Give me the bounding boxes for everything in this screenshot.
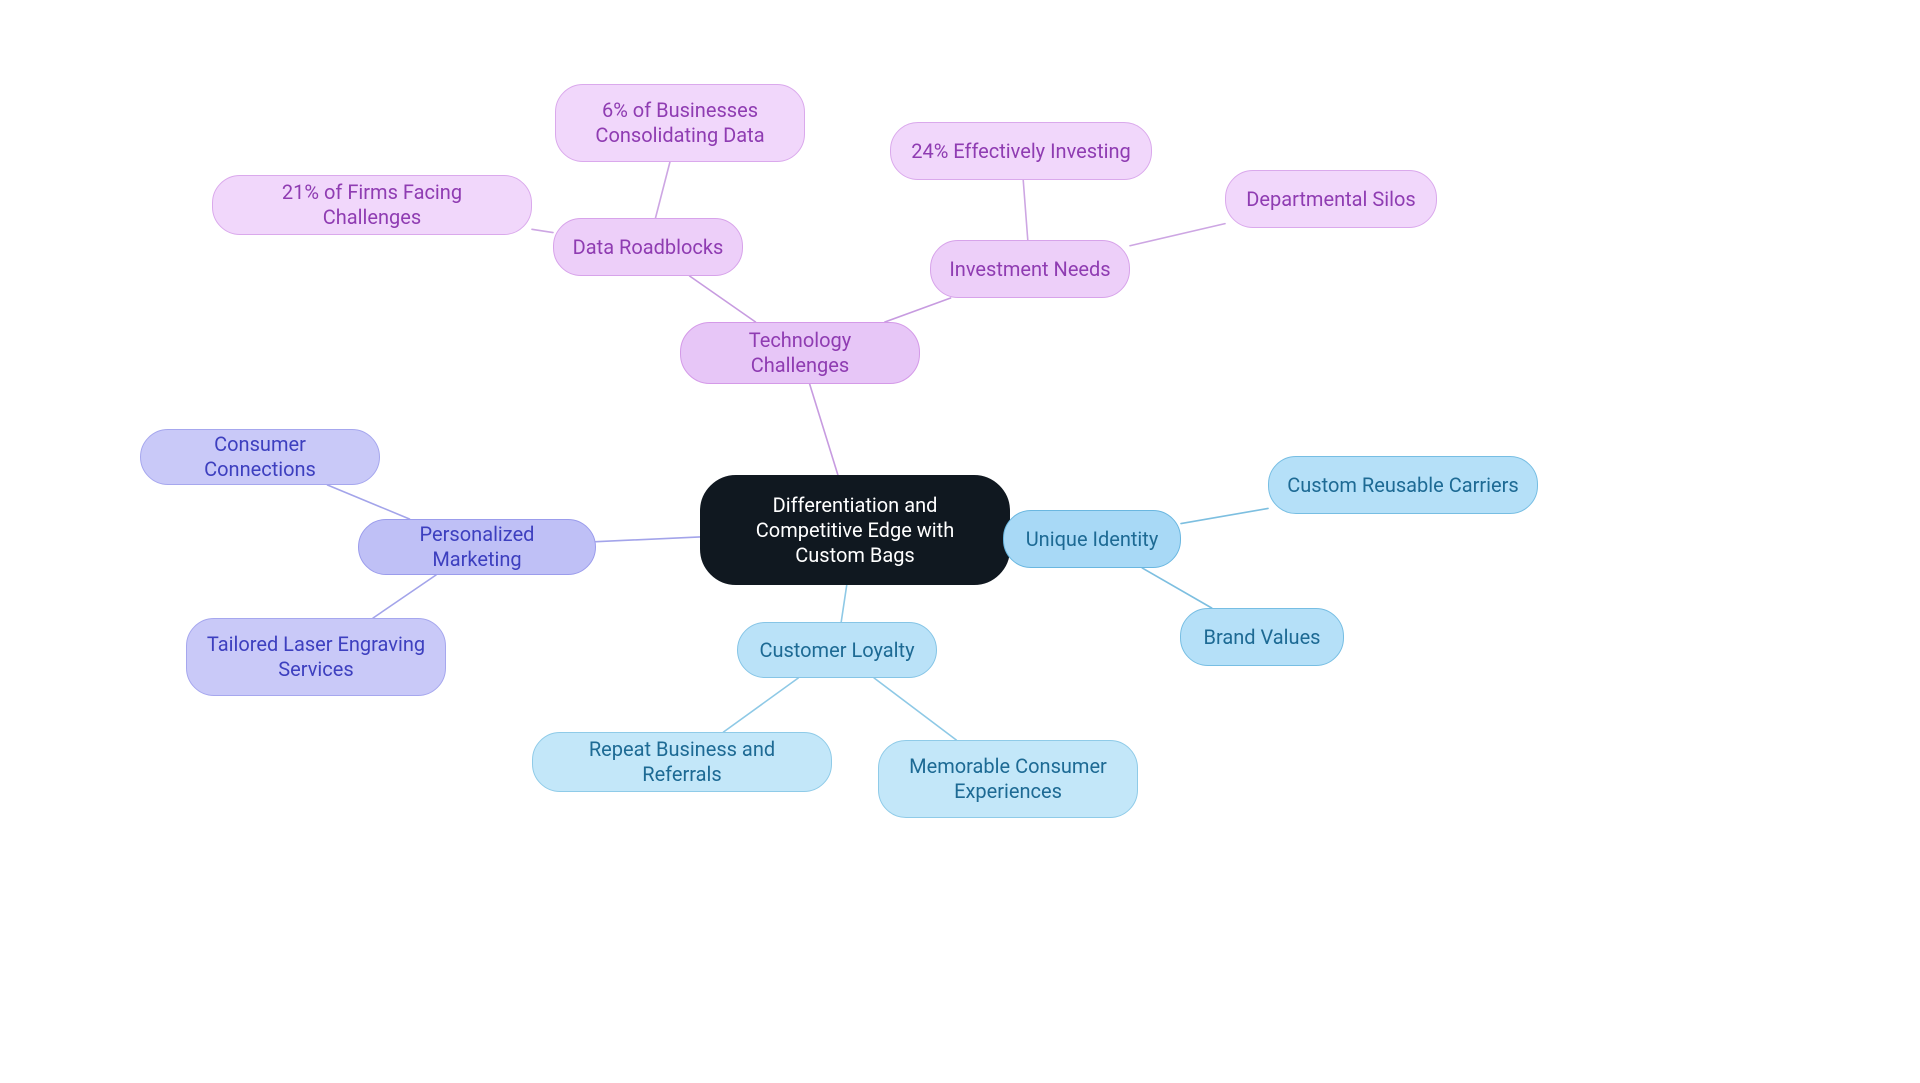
node-connections: Consumer Connections: [140, 429, 380, 485]
edge-root-tech: [810, 384, 838, 475]
node-silos: Departmental Silos: [1225, 170, 1437, 228]
node-pct24: 24% Effectively Investing: [890, 122, 1152, 180]
edge-personalized-connections: [328, 485, 410, 519]
edge-personalized-laser: [373, 575, 436, 618]
node-pct6: 6% of Businesses Consolidating Data: [555, 84, 805, 162]
edge-roadblocks-pct6: [655, 162, 669, 218]
edge-unique-carriers: [1181, 508, 1268, 523]
node-laser: Tailored Laser Engraving Services: [186, 618, 446, 696]
edge-root-loyalty: [841, 585, 847, 622]
node-invest: Investment Needs: [930, 240, 1130, 298]
edge-invest-silos: [1130, 224, 1225, 246]
node-root: Differentiation and Competitive Edge wit…: [700, 475, 1010, 585]
node-carriers: Custom Reusable Carriers: [1268, 456, 1538, 514]
edge-loyalty-repeat: [724, 678, 799, 732]
node-brandvals: Brand Values: [1180, 608, 1344, 666]
edge-invest-pct24: [1023, 180, 1028, 240]
node-pct21: 21% of Firms Facing Challenges: [212, 175, 532, 235]
node-unique: Unique Identity: [1003, 510, 1181, 568]
edge-unique-brandvals: [1142, 568, 1211, 608]
node-tech: Technology Challenges: [680, 322, 920, 384]
mindmap-canvas: { "canvas": { "width": 1920, "height": 1…: [0, 0, 1920, 1083]
edge-root-personalized: [596, 537, 700, 542]
node-repeat: Repeat Business and Referrals: [532, 732, 832, 792]
node-roadblocks: Data Roadblocks: [553, 218, 743, 276]
node-personalized: Personalized Marketing: [358, 519, 596, 575]
node-memorable: Memorable Consumer Experiences: [878, 740, 1138, 818]
edge-tech-invest: [885, 298, 951, 322]
edge-roadblocks-pct21: [532, 229, 553, 232]
edge-tech-roadblocks: [690, 276, 756, 322]
node-loyalty: Customer Loyalty: [737, 622, 937, 678]
edge-loyalty-memorable: [874, 678, 956, 740]
